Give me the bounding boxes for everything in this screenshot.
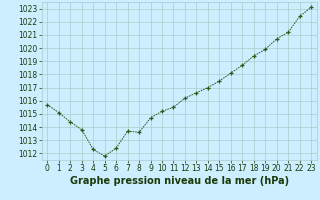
X-axis label: Graphe pression niveau de la mer (hPa): Graphe pression niveau de la mer (hPa): [70, 176, 289, 186]
